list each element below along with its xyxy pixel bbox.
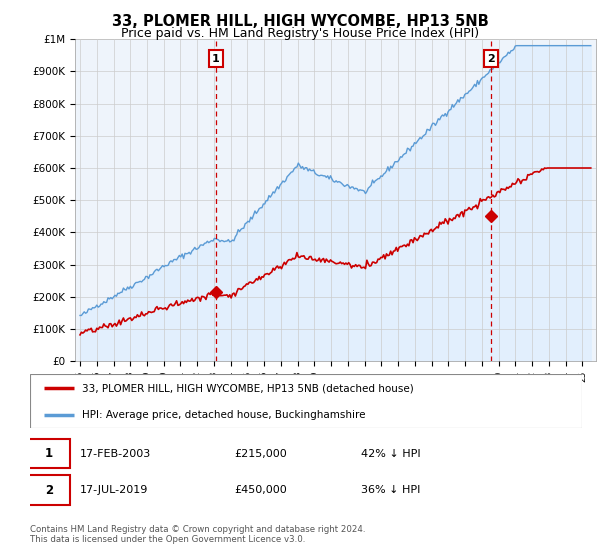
Text: £215,000: £215,000 xyxy=(234,449,287,459)
Text: Price paid vs. HM Land Registry's House Price Index (HPI): Price paid vs. HM Land Registry's House … xyxy=(121,27,479,40)
Text: 2: 2 xyxy=(487,54,495,63)
Text: 17-JUL-2019: 17-JUL-2019 xyxy=(80,485,148,495)
Text: 2: 2 xyxy=(45,483,53,497)
Text: 1: 1 xyxy=(212,54,220,63)
FancyBboxPatch shape xyxy=(27,475,70,505)
Text: Contains HM Land Registry data © Crown copyright and database right 2024.: Contains HM Land Registry data © Crown c… xyxy=(30,525,365,534)
Text: This data is licensed under the Open Government Licence v3.0.: This data is licensed under the Open Gov… xyxy=(30,535,305,544)
FancyBboxPatch shape xyxy=(30,374,582,428)
Text: 36% ↓ HPI: 36% ↓ HPI xyxy=(361,485,421,495)
Text: 1: 1 xyxy=(45,447,53,460)
Text: 42% ↓ HPI: 42% ↓ HPI xyxy=(361,449,421,459)
Text: £450,000: £450,000 xyxy=(234,485,287,495)
FancyBboxPatch shape xyxy=(27,439,70,468)
Text: 17-FEB-2003: 17-FEB-2003 xyxy=(80,449,151,459)
Text: HPI: Average price, detached house, Buckinghamshire: HPI: Average price, detached house, Buck… xyxy=(82,410,366,419)
Text: 33, PLOMER HILL, HIGH WYCOMBE, HP13 5NB: 33, PLOMER HILL, HIGH WYCOMBE, HP13 5NB xyxy=(112,14,488,29)
Text: 33, PLOMER HILL, HIGH WYCOMBE, HP13 5NB (detached house): 33, PLOMER HILL, HIGH WYCOMBE, HP13 5NB … xyxy=(82,384,414,393)
